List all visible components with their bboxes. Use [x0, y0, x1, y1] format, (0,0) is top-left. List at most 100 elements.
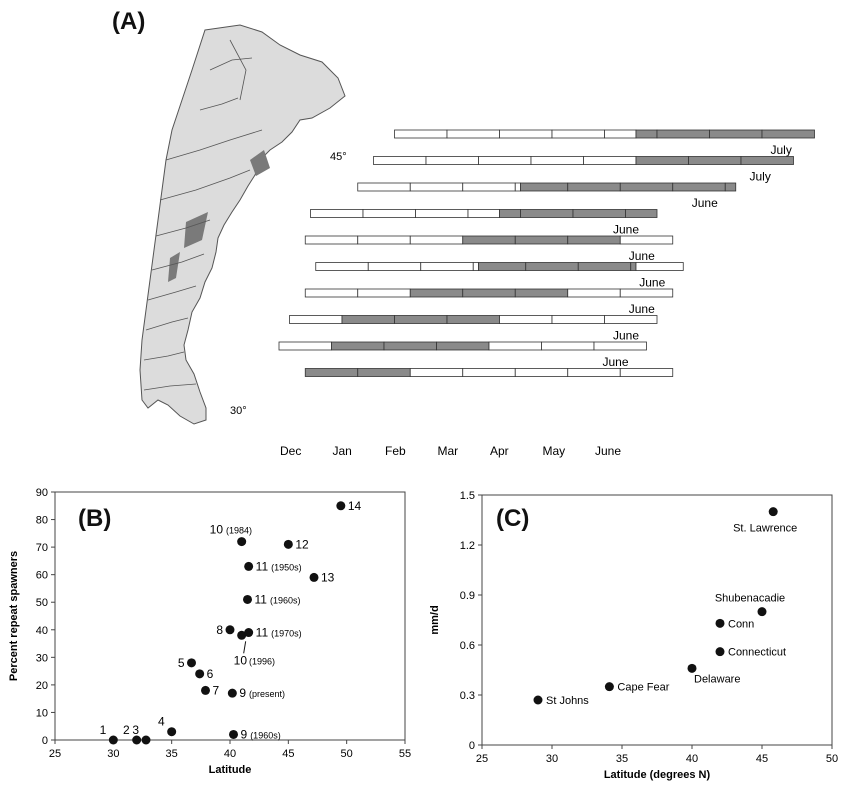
season-segment: [488, 341, 542, 351]
point-label: 7: [213, 683, 220, 697]
x-tick-label: 50: [341, 748, 353, 760]
point-label: 8: [216, 623, 223, 637]
point-label: 5: [178, 656, 185, 670]
point-marker: [244, 561, 254, 571]
season-segment: [289, 315, 343, 324]
season-row-3: June: [357, 182, 737, 210]
season-end-label: June: [603, 355, 629, 369]
season-segment-active: [331, 341, 385, 351]
point-label: St Johns: [546, 695, 589, 707]
season-segment: [619, 368, 674, 377]
data-point-12: 12: [283, 537, 309, 551]
y-tick-label: 0.3: [460, 690, 475, 702]
season-segment: [462, 182, 516, 192]
point-marker: [237, 630, 247, 640]
season-row-6: June: [315, 262, 684, 290]
season-segment: [619, 288, 674, 298]
season-segment: [530, 156, 584, 165]
east-coast-map: [139, 24, 346, 425]
season-segment: [304, 288, 359, 298]
season-segment: [467, 209, 500, 218]
season-segment: [315, 262, 369, 271]
panel-b-repeat-spawners-chart: 25 30 35 40 45 50 550102030405060708090Latitud…: [8, 487, 411, 776]
season-segment: [472, 262, 479, 271]
data-point-7: 7: [201, 683, 220, 697]
panel-label-c: (C): [496, 505, 530, 532]
season-segment-active: [656, 129, 710, 139]
x-tick-label: 55: [399, 748, 411, 760]
season-segment: [551, 129, 605, 139]
season-row-10: [304, 368, 674, 377]
season-segment-active: [740, 156, 794, 165]
season-end-label: June: [613, 329, 639, 343]
season-row-1: July: [394, 129, 815, 157]
season-segment-active: [446, 315, 500, 324]
point-marker: [283, 539, 293, 549]
point-label: 9 (present): [239, 686, 285, 700]
x-tick-label: 30: [107, 748, 119, 760]
map-bay-shape: [250, 150, 270, 176]
data-point-st-lawrence: St. Lawrence: [733, 507, 797, 535]
x-tick-label: 25: [49, 748, 61, 760]
y-axis-title: mm/d: [429, 605, 441, 634]
data-point-connecticut: Connecticut: [715, 647, 786, 659]
map-river-shape: [168, 252, 180, 282]
y-tick-label: 20: [36, 680, 48, 692]
season-segment: [373, 156, 427, 165]
season-segment: [415, 209, 469, 218]
y-axis-title: Percent repeat spawners: [8, 551, 20, 681]
point-label: 9 (1960s): [241, 727, 281, 741]
month-label-jan: Jan: [333, 444, 352, 458]
point-marker: [715, 647, 725, 657]
season-end-label: June: [629, 249, 655, 263]
point-marker: [604, 682, 614, 692]
point-marker: [309, 572, 319, 582]
data-point-2: 2: [123, 723, 142, 745]
season-segment-active: [630, 262, 637, 271]
data-point-9: 9 (1960s): [229, 727, 281, 741]
season-segment-active: [567, 235, 621, 245]
point-marker: [195, 669, 205, 679]
season-segment: [551, 315, 605, 324]
season-segment: [567, 288, 621, 298]
month-label-mar: Mar: [438, 444, 459, 458]
season-row-7: June: [304, 288, 674, 316]
season-segment: [499, 315, 553, 324]
point-arrow: [243, 641, 247, 654]
season-segment: [425, 156, 479, 165]
point-label: 11 (1960s): [255, 592, 301, 606]
data-point-10: 10 (1984): [210, 523, 252, 547]
season-segment: [409, 235, 464, 245]
point-label: 12: [295, 537, 309, 551]
season-segment-active: [304, 368, 359, 377]
season-segment: [310, 209, 364, 218]
data-point-13: 13: [309, 570, 335, 584]
season-row-8: June: [289, 315, 658, 343]
panel-label-b: (B): [78, 505, 112, 532]
season-segment-active: [635, 129, 658, 139]
season-segment-active: [357, 368, 411, 377]
point-marker: [243, 594, 252, 604]
season-segment-active: [709, 129, 763, 139]
season-segment: [567, 368, 621, 377]
map-state-borders: [143, 39, 263, 391]
point-marker: [227, 688, 237, 698]
y-tick-label: 1.5: [460, 490, 475, 502]
y-tick-label: 90: [36, 487, 48, 499]
x-tick-label: 50: [826, 753, 838, 765]
data-point-11: 11 (1950s): [244, 559, 302, 573]
season-segment-active: [761, 129, 815, 139]
season-segment-active: [520, 182, 569, 192]
season-segment: [409, 368, 464, 377]
map-estuary-shape: [184, 212, 208, 248]
point-label: 1: [100, 723, 107, 737]
y-tick-label: 0.9: [460, 590, 475, 602]
season-segment-active: [724, 182, 737, 192]
x-tick-label: 35: [166, 748, 178, 760]
season-segment-active: [462, 288, 516, 298]
point-label: Shubenacadie: [715, 593, 785, 605]
point-marker: [187, 658, 196, 668]
y-tick-label: 10: [36, 707, 48, 719]
season-segment: [278, 341, 332, 351]
